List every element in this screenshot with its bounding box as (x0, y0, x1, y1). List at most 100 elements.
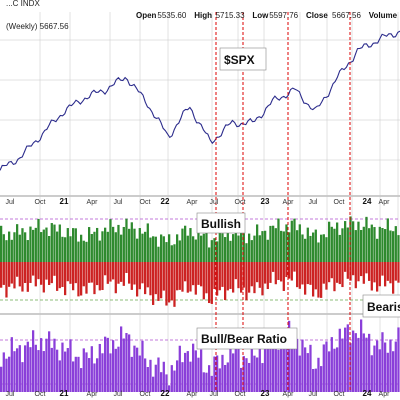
bullish-bar (357, 221, 360, 262)
bearish-bar (296, 262, 299, 288)
bearish-bar (69, 262, 72, 284)
bearish-bar (186, 262, 189, 293)
ratio-bar (205, 372, 208, 392)
ratio-bar (373, 345, 376, 392)
ratio-bar (98, 343, 101, 392)
bullish-bar (69, 236, 72, 262)
bearish-bar (48, 262, 51, 285)
ratio-bar (320, 366, 323, 392)
bearish-bar (269, 262, 272, 283)
bullish-bar (170, 245, 173, 262)
price-title-box (219, 47, 267, 71)
bullish-bar (317, 242, 320, 262)
ratio-bar (229, 341, 232, 392)
month-tick-label: Apr (87, 199, 99, 206)
ratio-bar (101, 353, 104, 392)
ratio-bar (77, 356, 80, 392)
year-tick-label: 22 (161, 389, 170, 398)
bearish-bar (325, 262, 328, 290)
bullish-bar (21, 228, 24, 262)
bearish-bar (272, 262, 275, 272)
bearish-bar (253, 262, 256, 294)
ratio-bar (381, 332, 384, 392)
ratio-bar (181, 362, 184, 392)
bullish-bar (32, 229, 35, 262)
bullish-bar (18, 234, 21, 262)
bearish-bar (16, 262, 19, 277)
ratio-label-box (196, 327, 298, 350)
bearish-bar (349, 262, 352, 281)
ratio-bar (61, 342, 64, 392)
bullish-bar (168, 234, 171, 262)
bullish-bar (165, 242, 168, 262)
ratio-bar (58, 360, 61, 392)
ratio-bar (226, 362, 229, 392)
bullish-bar (29, 226, 32, 262)
bearish-bar (304, 262, 307, 295)
ratio-bar (258, 348, 261, 392)
month-tick-label: Apr (187, 199, 199, 206)
bearish-bar (282, 262, 285, 291)
ohlc-label: Close (306, 11, 328, 20)
bearish-bar (136, 262, 139, 297)
bullish-bar (157, 246, 160, 262)
bearish-bar (322, 262, 325, 284)
bearish-bar (354, 262, 357, 289)
bullish-bar (202, 233, 205, 262)
ohlc-readout: Open 5535.60 High 5715.33 Low 5597.76 Close 566… (136, 11, 400, 20)
ratio-bar (192, 343, 195, 392)
bullish-bar (232, 234, 235, 262)
bearish-bar (24, 262, 27, 283)
bullish-bar (378, 226, 381, 262)
bearish-bar (237, 262, 240, 289)
month-tick-label: Oct (334, 199, 345, 206)
bearish-bar (346, 262, 349, 279)
bullish-bar (365, 216, 368, 262)
bullish-bar (266, 239, 269, 262)
year-tick-label: 23 (261, 197, 270, 206)
ratio-bar (274, 339, 277, 392)
ratio-bar (80, 368, 83, 392)
ratio-bar (304, 347, 307, 392)
bearish-bar (66, 262, 69, 282)
bearish-bar (389, 262, 392, 284)
bullish-bar (258, 235, 261, 262)
bearish-bar (370, 262, 373, 291)
ratio-bar (309, 344, 312, 392)
bearish-bar (181, 262, 184, 292)
bullish-bar (280, 230, 283, 262)
bullish-bar (312, 232, 315, 262)
ratio-bar (34, 344, 37, 392)
ratio-bar (112, 340, 115, 392)
bullish-bar (272, 225, 275, 262)
bearish-bar (189, 262, 192, 292)
ohlc-label: High (194, 11, 212, 20)
bearish-bar (240, 262, 243, 293)
ratio-bar (208, 365, 211, 392)
bullish-bar (368, 228, 371, 262)
bearish-bar (226, 262, 229, 291)
bullish-bar (106, 231, 109, 262)
bearish-bar (376, 262, 379, 292)
bullish-bar (90, 234, 93, 262)
ratio-bar (370, 355, 373, 392)
ratio-bar (165, 374, 168, 392)
month-tick-label: Jul (309, 199, 318, 206)
month-tick-label: Apr (283, 199, 295, 206)
ratio-bar (384, 342, 387, 392)
month-tick-label: Oct (35, 199, 46, 206)
bullish-bar (325, 237, 328, 262)
bullish-bar (37, 218, 40, 262)
ratio-bar (53, 338, 56, 392)
bearish-bar (133, 262, 136, 285)
bullish-bar (245, 243, 248, 262)
bearish-bar (341, 262, 344, 288)
bearish-bar (266, 262, 269, 290)
bearish-bar (101, 262, 104, 291)
ratio-bar (170, 365, 173, 392)
bullish-bar (304, 238, 307, 262)
bearish-bar (144, 262, 147, 295)
ratio-bar (149, 359, 152, 392)
bearish-bar (352, 262, 355, 276)
bullish-bar (189, 228, 192, 262)
